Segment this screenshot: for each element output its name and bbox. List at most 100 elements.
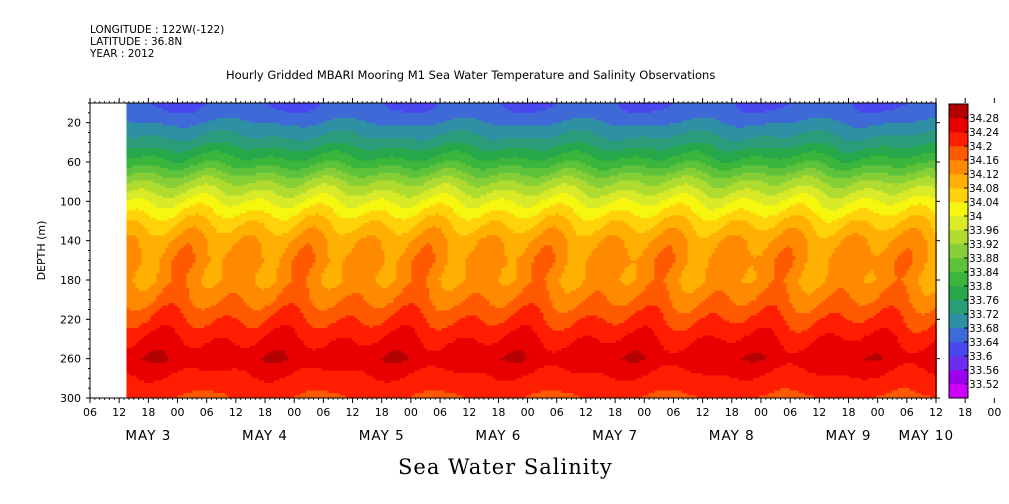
heatmap-cell bbox=[180, 243, 184, 246]
heatmap-cell bbox=[132, 245, 136, 249]
heatmap-cell bbox=[141, 333, 145, 336]
heatmap-cell bbox=[210, 118, 214, 121]
heatmap-cell bbox=[138, 110, 142, 114]
heatmap-cell bbox=[126, 190, 130, 194]
heatmap-cell bbox=[189, 183, 193, 186]
heatmap-cell bbox=[198, 315, 202, 319]
heatmap-cell bbox=[147, 205, 151, 209]
heatmap-cell bbox=[141, 263, 145, 266]
heatmap-cell bbox=[126, 253, 130, 256]
heatmap-cell bbox=[213, 105, 217, 109]
heatmap-cell bbox=[228, 198, 232, 201]
heatmap-cell bbox=[174, 348, 178, 351]
heatmap-cell bbox=[138, 375, 142, 379]
heatmap-cell bbox=[210, 220, 214, 224]
heatmap-cell bbox=[174, 213, 178, 216]
heatmap-cell bbox=[162, 220, 166, 224]
heatmap-cell bbox=[150, 153, 154, 156]
heatmap-cell bbox=[186, 233, 190, 236]
heatmap-cell bbox=[138, 128, 142, 131]
heatmap-cell bbox=[177, 243, 181, 246]
heatmap-cell bbox=[225, 368, 229, 371]
heatmap-cell bbox=[189, 280, 193, 284]
heatmap-cell bbox=[132, 168, 136, 171]
heatmap-cell bbox=[162, 268, 166, 271]
heatmap-cell bbox=[150, 335, 154, 339]
heatmap-cell bbox=[129, 230, 133, 234]
heatmap-cell bbox=[240, 240, 244, 244]
heatmap-cell bbox=[129, 183, 133, 186]
heatmap-cell bbox=[165, 293, 169, 296]
heatmap-cell bbox=[207, 210, 211, 214]
heatmap-cell bbox=[189, 123, 193, 126]
heatmap-cell bbox=[204, 380, 208, 384]
heatmap-cell bbox=[156, 165, 160, 169]
heatmap-cell bbox=[141, 160, 145, 164]
heatmap-cell bbox=[207, 228, 211, 231]
heatmap-cell bbox=[213, 390, 217, 394]
heatmap-cell bbox=[231, 173, 235, 176]
heatmap-cell bbox=[213, 345, 217, 349]
heatmap-cell bbox=[168, 283, 172, 286]
heatmap-cell bbox=[192, 135, 196, 139]
heatmap-cell bbox=[135, 130, 139, 134]
heatmap-cell bbox=[138, 305, 142, 309]
heatmap-cell bbox=[237, 113, 241, 116]
heatmap-cell bbox=[210, 180, 214, 184]
heatmap-cell bbox=[150, 313, 154, 316]
heatmap-cell bbox=[240, 308, 244, 311]
heatmap-cell bbox=[162, 103, 166, 106]
heatmap-cell bbox=[210, 358, 214, 361]
heatmap-cell bbox=[198, 363, 202, 366]
heatmap-cell bbox=[231, 310, 235, 314]
heatmap-cell bbox=[234, 335, 238, 339]
heatmap-cell bbox=[180, 290, 184, 294]
heatmap-cell bbox=[201, 348, 205, 351]
heatmap-cell bbox=[177, 283, 181, 286]
heatmap-cell bbox=[162, 350, 166, 354]
heatmap-cell bbox=[243, 103, 247, 106]
heatmap-cell bbox=[180, 360, 184, 364]
heatmap-cell bbox=[150, 315, 154, 319]
heatmap-cell bbox=[168, 395, 172, 399]
heatmap-cell bbox=[225, 220, 229, 224]
heatmap-cell bbox=[243, 330, 247, 334]
heatmap-cell bbox=[249, 215, 253, 219]
heatmap-cell bbox=[207, 128, 211, 131]
heatmap-cell bbox=[174, 198, 178, 201]
heatmap-cell bbox=[183, 378, 187, 381]
heatmap-cell bbox=[135, 303, 139, 306]
heatmap-cell bbox=[222, 368, 226, 371]
heatmap-cell bbox=[165, 360, 169, 364]
heatmap-cell bbox=[231, 253, 235, 256]
heatmap-cell bbox=[216, 375, 220, 379]
heatmap-cell bbox=[180, 375, 184, 379]
heatmap-cell bbox=[198, 193, 202, 196]
heatmap-cell bbox=[165, 240, 169, 244]
heatmap-cell bbox=[150, 223, 154, 226]
heatmap-cell bbox=[144, 208, 148, 211]
heatmap-cell bbox=[249, 190, 253, 194]
heatmap-cell bbox=[198, 168, 202, 171]
heatmap-cell bbox=[234, 138, 238, 141]
heatmap-cell bbox=[240, 218, 244, 221]
heatmap-cell bbox=[231, 128, 235, 131]
heatmap-cell bbox=[195, 203, 199, 206]
heatmap-cell bbox=[168, 148, 172, 151]
heatmap-cell bbox=[165, 170, 169, 174]
heatmap-cell bbox=[138, 103, 142, 106]
heatmap-cell bbox=[141, 258, 145, 261]
heatmap-cell bbox=[222, 115, 226, 119]
heatmap-cell bbox=[171, 145, 175, 149]
heatmap-cell bbox=[144, 320, 148, 324]
heatmap-cell bbox=[186, 323, 190, 326]
heatmap-cell bbox=[171, 363, 175, 366]
heatmap-cell bbox=[207, 183, 211, 186]
heatmap-cell bbox=[204, 335, 208, 339]
heatmap-cell bbox=[219, 253, 223, 256]
heatmap-cell bbox=[216, 293, 220, 296]
heatmap-cell bbox=[189, 130, 193, 134]
heatmap-cell bbox=[183, 338, 187, 341]
heatmap-cell bbox=[216, 353, 220, 356]
heatmap-cell bbox=[198, 290, 202, 294]
